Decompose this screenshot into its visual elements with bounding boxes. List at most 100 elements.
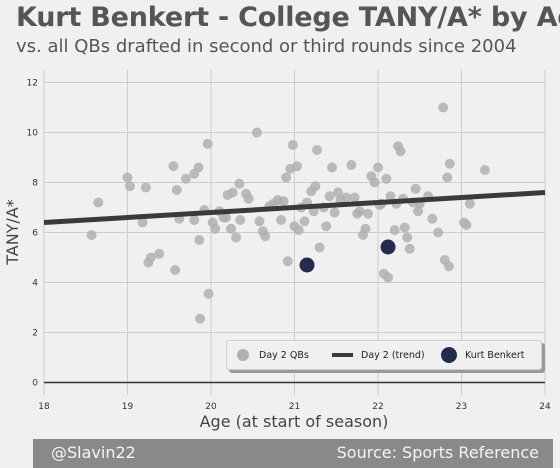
day2-point xyxy=(442,172,453,183)
day2-point xyxy=(243,193,254,204)
day2-point xyxy=(154,248,165,259)
day2-point xyxy=(168,161,179,172)
x-tick-label: 24 xyxy=(539,402,551,412)
day2-point xyxy=(202,138,213,149)
day2-point xyxy=(404,243,415,254)
day2-point xyxy=(329,207,340,218)
day2-point xyxy=(251,127,262,138)
day2-point xyxy=(443,261,454,272)
day2-point xyxy=(235,215,246,225)
day2-point xyxy=(349,192,360,203)
x-tick-label: 22 xyxy=(372,402,383,412)
legend-day2-marker xyxy=(237,349,249,361)
legend-trend-label: Day 2 (trend) xyxy=(361,349,425,361)
day2-point xyxy=(410,183,421,194)
page-subtitle: vs. all QBs drafted in second or third r… xyxy=(16,36,517,57)
benkert-points xyxy=(299,239,396,273)
day2-point xyxy=(381,173,392,184)
day2-point xyxy=(137,217,148,228)
trend-line xyxy=(43,190,546,225)
day2-point xyxy=(324,191,335,202)
x-tick-label: 20 xyxy=(205,402,217,412)
day2-point xyxy=(276,215,287,225)
day2-point xyxy=(479,165,490,175)
day2-point xyxy=(413,206,424,217)
day2-point xyxy=(282,256,293,267)
day2-point xyxy=(310,181,321,192)
day2-point xyxy=(292,161,303,172)
day2-point xyxy=(281,172,292,183)
x-tick-label: 21 xyxy=(289,402,300,412)
chart-legend: Day 2 QBs Day 2 (trend) Kurt Benkert xyxy=(226,340,542,370)
day2-point xyxy=(194,235,205,245)
day2-point xyxy=(195,313,206,324)
day2-point xyxy=(395,146,406,157)
day2-point xyxy=(346,160,357,170)
day2-point xyxy=(383,272,394,283)
footer-credit: @Slavin22 xyxy=(51,443,136,462)
day2-point xyxy=(332,187,343,198)
x-tick-labels: 18 19 20 21 22 23 24 xyxy=(38,402,551,412)
day2-point xyxy=(327,162,338,173)
x-tick-label: 19 xyxy=(122,402,134,412)
x-tick-label: 23 xyxy=(456,402,467,412)
day2-point xyxy=(444,158,455,169)
day2-point xyxy=(341,192,352,203)
legend-item-day2: Day 2 QBs xyxy=(237,341,309,369)
day2-point xyxy=(278,196,289,207)
day2-points xyxy=(86,102,490,324)
day2-point xyxy=(389,225,400,235)
day2-point xyxy=(354,206,365,217)
day2-point xyxy=(171,185,182,195)
legend-item-highlight: Kurt Benkert xyxy=(441,341,524,369)
benkert-point xyxy=(380,239,396,255)
legend-highlight-label: Kurt Benkert xyxy=(465,349,525,361)
day2-point xyxy=(360,223,371,234)
day2-point xyxy=(193,162,204,173)
day2-point xyxy=(385,191,396,202)
benkert-point xyxy=(299,257,315,273)
day2-point xyxy=(234,178,245,189)
y-axis-label: TANY/A* xyxy=(3,199,22,266)
day2-point xyxy=(438,102,449,113)
day2-point xyxy=(140,182,151,193)
day2-point xyxy=(93,197,104,208)
day2-point xyxy=(399,222,410,233)
legend-trend-marker xyxy=(332,353,353,357)
x-axis-label: Age (at start of season) xyxy=(200,412,389,431)
legend-item-trend: Day 2 (trend) xyxy=(332,341,425,369)
day2-point xyxy=(86,230,97,240)
day2-point xyxy=(180,173,191,184)
x-tick-label: 18 xyxy=(38,402,50,412)
day2-point xyxy=(433,227,444,238)
day2-point xyxy=(299,216,310,227)
day2-point xyxy=(260,231,271,242)
day2-point xyxy=(402,232,413,243)
footer-bar: @Slavin22 Source: Sports Reference xyxy=(33,439,553,468)
day2-point xyxy=(293,225,304,235)
day2-point xyxy=(226,223,237,234)
y-tick-label: 0 xyxy=(32,379,38,389)
day2-point xyxy=(362,208,373,219)
day2-point xyxy=(122,172,133,183)
day2-point xyxy=(170,265,181,275)
y-tick-label: 12 xyxy=(27,79,38,89)
y-tick-label: 10 xyxy=(27,129,39,139)
day2-point xyxy=(227,187,238,198)
y-tick-labels: 0 2 4 6 8 10 12 xyxy=(27,79,39,389)
day2-point xyxy=(254,216,265,227)
day2-point xyxy=(210,223,221,234)
day2-point xyxy=(312,145,323,155)
day2-point xyxy=(189,215,200,225)
footer-source: Source: Sports Reference xyxy=(336,443,539,462)
day2-point xyxy=(321,221,332,232)
day2-point xyxy=(125,181,136,192)
day2-point xyxy=(231,232,242,243)
legend-highlight-marker xyxy=(441,347,457,363)
day2-point xyxy=(461,220,472,230)
day2-point xyxy=(221,212,232,223)
day2-point xyxy=(145,252,156,263)
day2-point xyxy=(369,177,380,188)
y-tick-label: 2 xyxy=(32,329,38,339)
